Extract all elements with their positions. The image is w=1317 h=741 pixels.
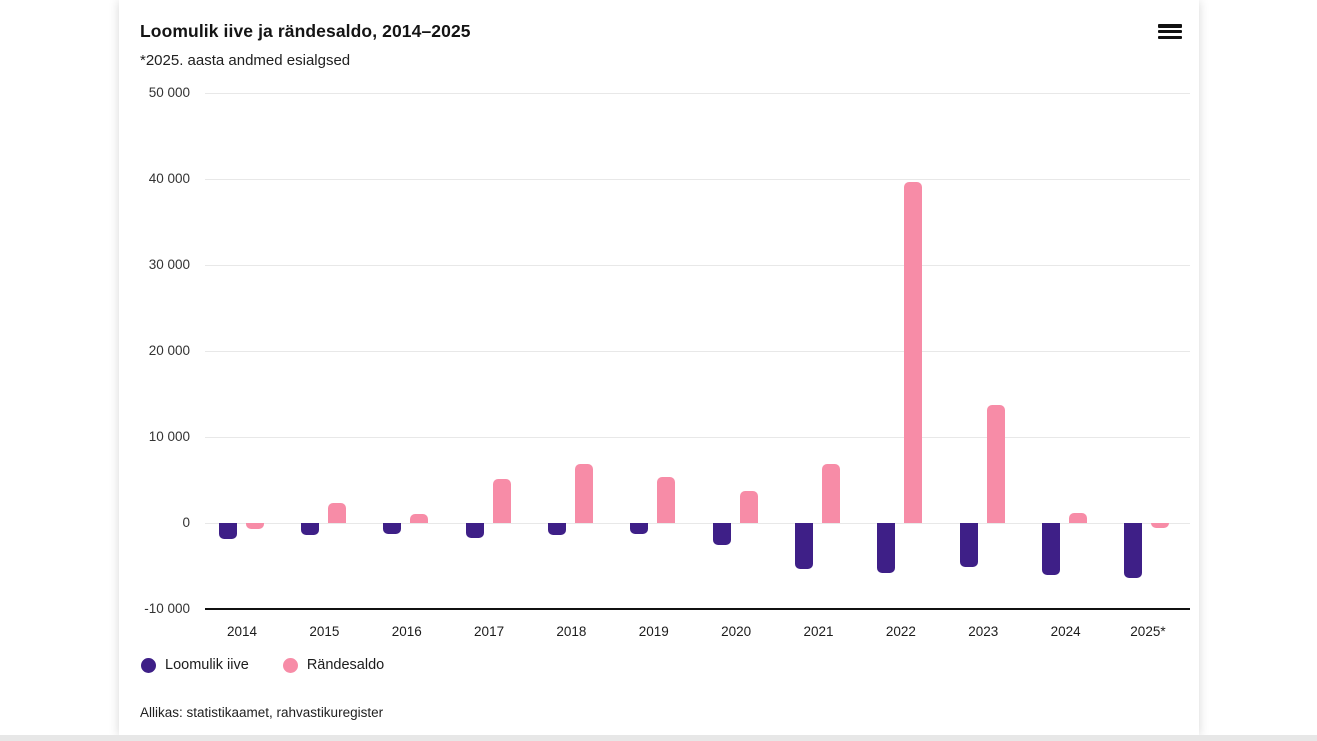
legend-label: Loomulik iive xyxy=(165,657,249,673)
bar-r-ndesaldo-2019[interactable] xyxy=(657,477,676,523)
hamburger-bar xyxy=(1158,35,1182,39)
bar-loomulik-iive-2018[interactable] xyxy=(547,523,566,536)
x-tick-label-2023: 2023 xyxy=(968,624,999,639)
bar-r-ndesaldo-2020[interactable] xyxy=(739,491,758,523)
bar-loomulik-iive-2023[interactable] xyxy=(959,523,978,567)
bar-loomulik-iive-2019[interactable] xyxy=(630,523,649,535)
y-tick-label-40000: 40 000 xyxy=(148,171,190,186)
x-tick-label-2019: 2019 xyxy=(638,624,669,639)
legend-item-loomulik-iive: Loomulik iive xyxy=(141,657,249,673)
bar-r-ndesaldo-2022[interactable] xyxy=(904,182,923,523)
gridline-30000 xyxy=(205,265,1190,266)
x-tick-label-2018: 2018 xyxy=(556,624,587,639)
bar-r-ndesaldo-2016[interactable] xyxy=(410,514,429,523)
bar-r-ndesaldo-2017[interactable] xyxy=(492,479,511,523)
x-tick-label-2021: 2021 xyxy=(803,624,834,639)
page-bottom-strip xyxy=(0,735,1317,741)
bar-loomulik-iive-2021[interactable] xyxy=(795,523,814,570)
bar-loomulik-iive-2025[interactable] xyxy=(1124,523,1143,579)
bar-loomulik-iive-2024[interactable] xyxy=(1042,523,1061,575)
bar-loomulik-iive-2020[interactable] xyxy=(712,523,731,546)
gridline-10000 xyxy=(205,437,1190,438)
gridline-40000 xyxy=(205,179,1190,180)
chart-legend: Loomulik iive Rändesaldo xyxy=(141,657,384,673)
bar-r-ndesaldo-2025[interactable] xyxy=(1151,523,1170,529)
y-tick-label--10000: -10 000 xyxy=(144,601,190,616)
bar-loomulik-iive-2016[interactable] xyxy=(383,523,402,535)
legend-dot-icon xyxy=(141,657,156,673)
y-tick-label-10000: 10 000 xyxy=(148,429,190,444)
bar-r-ndesaldo-2015[interactable] xyxy=(327,503,346,523)
legend-label: Rändesaldo xyxy=(306,657,385,673)
bar-r-ndesaldo-2014[interactable] xyxy=(245,523,264,530)
x-tick-label-2016: 2016 xyxy=(391,624,422,639)
chart-title: Loomulik iive ja rändesaldo, 2014–2025 xyxy=(140,21,471,41)
chart-subtitle: *2025. aasta andmed esialgsed xyxy=(140,52,351,69)
gridline--10000 xyxy=(205,608,1190,610)
bar-r-ndesaldo-2018[interactable] xyxy=(574,463,593,523)
chart-card: Loomulik iive ja rändesaldo, 2014–2025 *… xyxy=(119,0,1199,735)
x-tick-label-2022: 2022 xyxy=(885,624,916,639)
source-note: Allikas: statistikaamet, rahvastikuregis… xyxy=(140,705,384,720)
x-tick-label-2015: 2015 xyxy=(309,624,340,639)
bar-loomulik-iive-2017[interactable] xyxy=(465,523,484,539)
hamburger-bar xyxy=(1158,29,1182,34)
gridline-0 xyxy=(205,523,1190,524)
bar-r-ndesaldo-2021[interactable] xyxy=(822,463,841,523)
y-tick-label-20000: 20 000 xyxy=(148,343,190,358)
bar-loomulik-iive-2014[interactable] xyxy=(218,523,237,540)
bar-r-ndesaldo-2023[interactable] xyxy=(986,405,1005,523)
bar-loomulik-iive-2015[interactable] xyxy=(300,523,319,536)
plot-area: -10 000 0 10 000 20 000 30 000 40 000 50 000 20… xyxy=(119,0,1199,735)
gridline-50000 xyxy=(205,93,1190,94)
y-tick-label-50000: 50 000 xyxy=(148,85,190,100)
legend-dot-icon xyxy=(282,657,298,673)
x-tick-label-2024: 2024 xyxy=(1050,624,1081,639)
y-tick-label-0: 0 xyxy=(182,515,190,530)
bar-r-ndesaldo-2024[interactable] xyxy=(1069,512,1088,523)
x-tick-label-2025: 2025* xyxy=(1130,624,1166,639)
x-tick-label-2014: 2014 xyxy=(226,624,258,639)
hamburger-bar xyxy=(1158,24,1182,28)
bar-loomulik-iive-2022[interactable] xyxy=(877,523,896,573)
gridline-20000 xyxy=(205,351,1190,352)
x-tick-label-2017: 2017 xyxy=(474,624,505,639)
y-tick-label-30000: 30 000 xyxy=(148,257,190,272)
hamburger-menu-icon[interactable] xyxy=(1158,24,1182,39)
legend-item-randesaldo: Rändesaldo xyxy=(282,657,385,673)
x-tick-label-2020: 2020 xyxy=(721,624,752,639)
